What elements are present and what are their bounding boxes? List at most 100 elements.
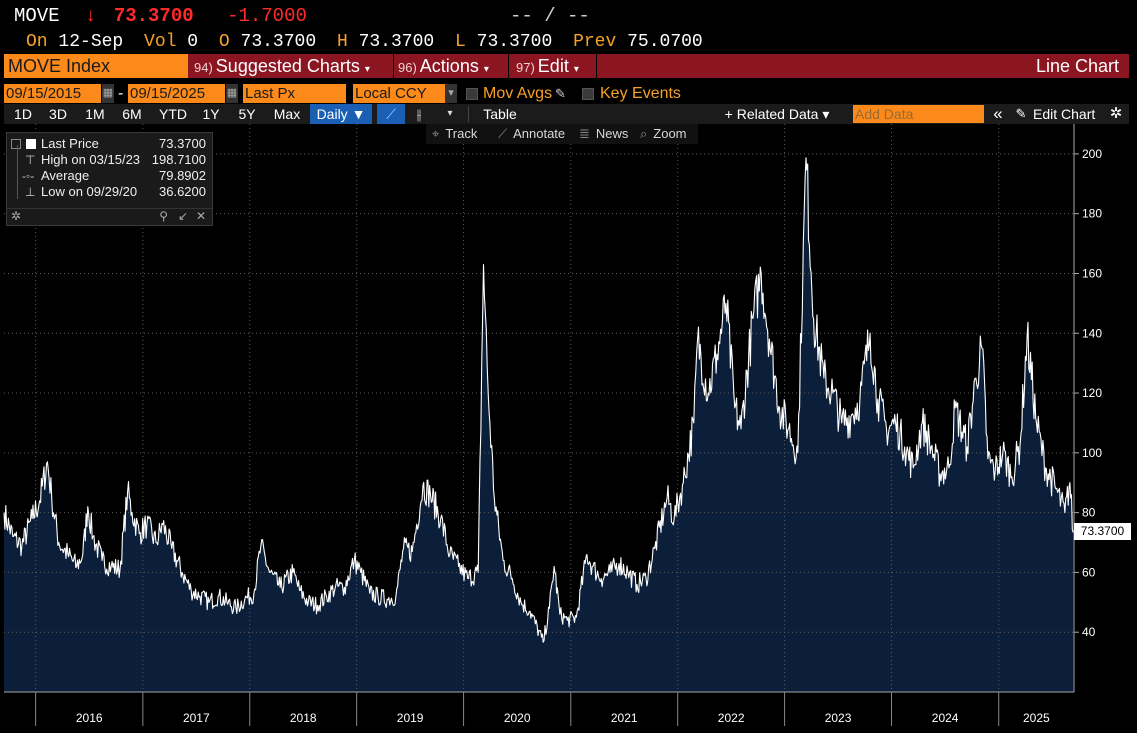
suggested-charts-menu[interactable]: 94) Suggested Charts ▾ xyxy=(194,54,370,78)
chart-legend[interactable]: Last Price 73.3700 ⊤ High on 03/15/23 19… xyxy=(6,132,213,226)
annotate-icon: ⟋ xyxy=(498,126,508,141)
prev-value: 75.0700 xyxy=(627,32,703,52)
track-label: Track xyxy=(445,126,478,141)
chart-style-dropdown-icon[interactable]: ▾ xyxy=(447,108,453,119)
high-label: H xyxy=(336,32,348,52)
x-tick-label: 2018 xyxy=(290,711,317,725)
period-5y[interactable]: 5Y xyxy=(238,106,256,122)
news-icon: ≣ xyxy=(579,126,590,141)
period-1m[interactable]: 1M xyxy=(85,106,105,122)
dropdown-icon[interactable]: ▾ xyxy=(445,84,457,103)
down-arrow-icon: ↓ xyxy=(85,5,97,27)
series-swatch xyxy=(26,139,36,149)
divider xyxy=(468,106,469,122)
close-icon[interactable]: ✕ xyxy=(195,209,206,223)
pencil-icon[interactable]: ✎ xyxy=(555,86,566,101)
legend-row-last[interactable]: Last Price 73.3700 xyxy=(7,136,212,152)
open-value: 73.3700 xyxy=(240,32,317,52)
menu-label: Actions xyxy=(419,56,479,76)
collapse-box-icon[interactable] xyxy=(11,139,21,149)
table-button[interactable]: Table xyxy=(483,106,517,122)
high-value: 73.3700 xyxy=(358,32,435,52)
frequency-selector[interactable]: Daily ▼ xyxy=(310,104,372,124)
calendar-icon[interactable]: ▦ xyxy=(102,84,114,103)
legend-value: 198.7100 xyxy=(151,152,206,167)
legend-value: 79.8902 xyxy=(159,168,206,183)
pin-icon[interactable]: ⚲ xyxy=(159,209,168,223)
legend-name: High on 03/15/23 xyxy=(41,152,141,167)
gear-icon[interactable]: ✲ xyxy=(1109,105,1123,122)
caret-down-icon: ▾ xyxy=(364,64,370,75)
zoom-tool[interactable]: ⌕ Zoom xyxy=(640,124,687,144)
collapse-icon[interactable]: « xyxy=(993,104,1003,123)
menu-number: 97) xyxy=(516,60,535,75)
zoom-label: Zoom xyxy=(653,126,687,141)
menu-label: Edit xyxy=(537,56,569,76)
y-tick-label: 100 xyxy=(1082,446,1102,460)
calendar-icon[interactable]: ▦ xyxy=(226,84,238,103)
average-marker-icon: -◦- xyxy=(22,169,35,183)
start-date-field[interactable]: 09/15/2015 xyxy=(4,84,101,103)
menu-number: 94) xyxy=(194,60,213,75)
field-selector[interactable]: Last Px xyxy=(243,84,346,103)
last-price-tag: 73.3700 xyxy=(1074,523,1131,541)
on-label: On xyxy=(26,32,48,52)
low-label: L xyxy=(455,32,466,52)
prev-label: Prev xyxy=(573,32,617,52)
ticker-symbol[interactable]: MOVE xyxy=(14,5,60,27)
annotate-label: Annotate xyxy=(513,126,566,141)
y-tick-label: 160 xyxy=(1082,266,1102,280)
x-tick-label: 2025 xyxy=(1023,711,1050,725)
bid-ask: -- / -- xyxy=(510,5,590,27)
chart-type-title: Line Chart xyxy=(1035,56,1119,76)
quote-date: 12-Sep xyxy=(58,32,124,52)
x-tick-label: 2024 xyxy=(932,711,959,725)
period-6m[interactable]: 6M xyxy=(122,106,142,122)
y-tick-label: 40 xyxy=(1082,625,1096,639)
related-data-button[interactable]: + Related Data ▾ xyxy=(724,106,830,122)
track-tool[interactable]: ⌖ Track xyxy=(432,124,477,144)
period-1y[interactable]: 1Y xyxy=(202,106,220,122)
low-marker-icon: ⊥ xyxy=(25,185,36,199)
x-tick-label: 2020 xyxy=(504,711,531,725)
quote-details: On 12-Sep Vol 0 O 73.3700 H 73.3700 L 73… xyxy=(26,32,713,54)
edit-menu[interactable]: 97) Edit ▾ xyxy=(516,54,579,78)
mov-avgs-label[interactable]: Mov Avgs xyxy=(483,85,553,102)
news-tool[interactable]: ≣ News xyxy=(579,124,628,144)
period-max[interactable]: Max xyxy=(273,106,301,122)
y-tick-label: 200 xyxy=(1082,147,1102,161)
menu-number: 96) xyxy=(398,60,417,75)
add-data-input[interactable] xyxy=(853,105,984,123)
security-field[interactable]: MOVE Index xyxy=(4,54,188,78)
edit-chart-button[interactable]: Edit Chart xyxy=(1033,106,1096,122)
key-events-checkbox[interactable] xyxy=(582,88,594,100)
legend-footer: ✲ ⚲ ↙ ✕ xyxy=(7,208,212,225)
period-3d[interactable]: 3D xyxy=(49,106,67,122)
currency-selector[interactable]: Local CCY xyxy=(353,84,445,103)
pencil-icon[interactable]: ✎ xyxy=(1015,106,1027,121)
crosshair-icon: ⌖ xyxy=(432,126,440,141)
chart-tools: ⌖ Track ⟋ Annotate ≣ News ⌕ Zoom xyxy=(426,124,698,144)
gear-icon[interactable]: ✲ xyxy=(11,209,22,223)
period-1d[interactable]: 1D xyxy=(14,106,32,122)
high-marker-icon: ⊤ xyxy=(25,153,36,167)
bar-chart-icon[interactable]: ⫲ xyxy=(416,106,422,122)
x-tick-label: 2019 xyxy=(397,711,424,725)
key-events-label[interactable]: Key Events xyxy=(600,85,681,102)
minimize-icon[interactable]: ↙ xyxy=(177,209,188,223)
divider xyxy=(393,54,394,78)
line-chart-icon[interactable]: ⟋ xyxy=(377,104,405,124)
divider xyxy=(596,54,597,78)
caret-down-icon: ▾ xyxy=(573,64,579,75)
actions-menu[interactable]: 96) Actions ▾ xyxy=(398,54,489,78)
annotate-tool[interactable]: ⟋ Annotate xyxy=(498,124,565,144)
mov-avgs-checkbox[interactable] xyxy=(466,88,478,100)
period-ytd[interactable]: YTD xyxy=(159,106,187,122)
end-date-field[interactable]: 09/15/2025 xyxy=(128,84,225,103)
y-tick-label: 80 xyxy=(1082,506,1096,520)
y-tick-label: 140 xyxy=(1082,326,1102,340)
net-change: -1.7000 xyxy=(227,5,307,27)
magnifier-icon: ⌕ xyxy=(640,126,648,141)
open-label: O xyxy=(218,32,230,52)
